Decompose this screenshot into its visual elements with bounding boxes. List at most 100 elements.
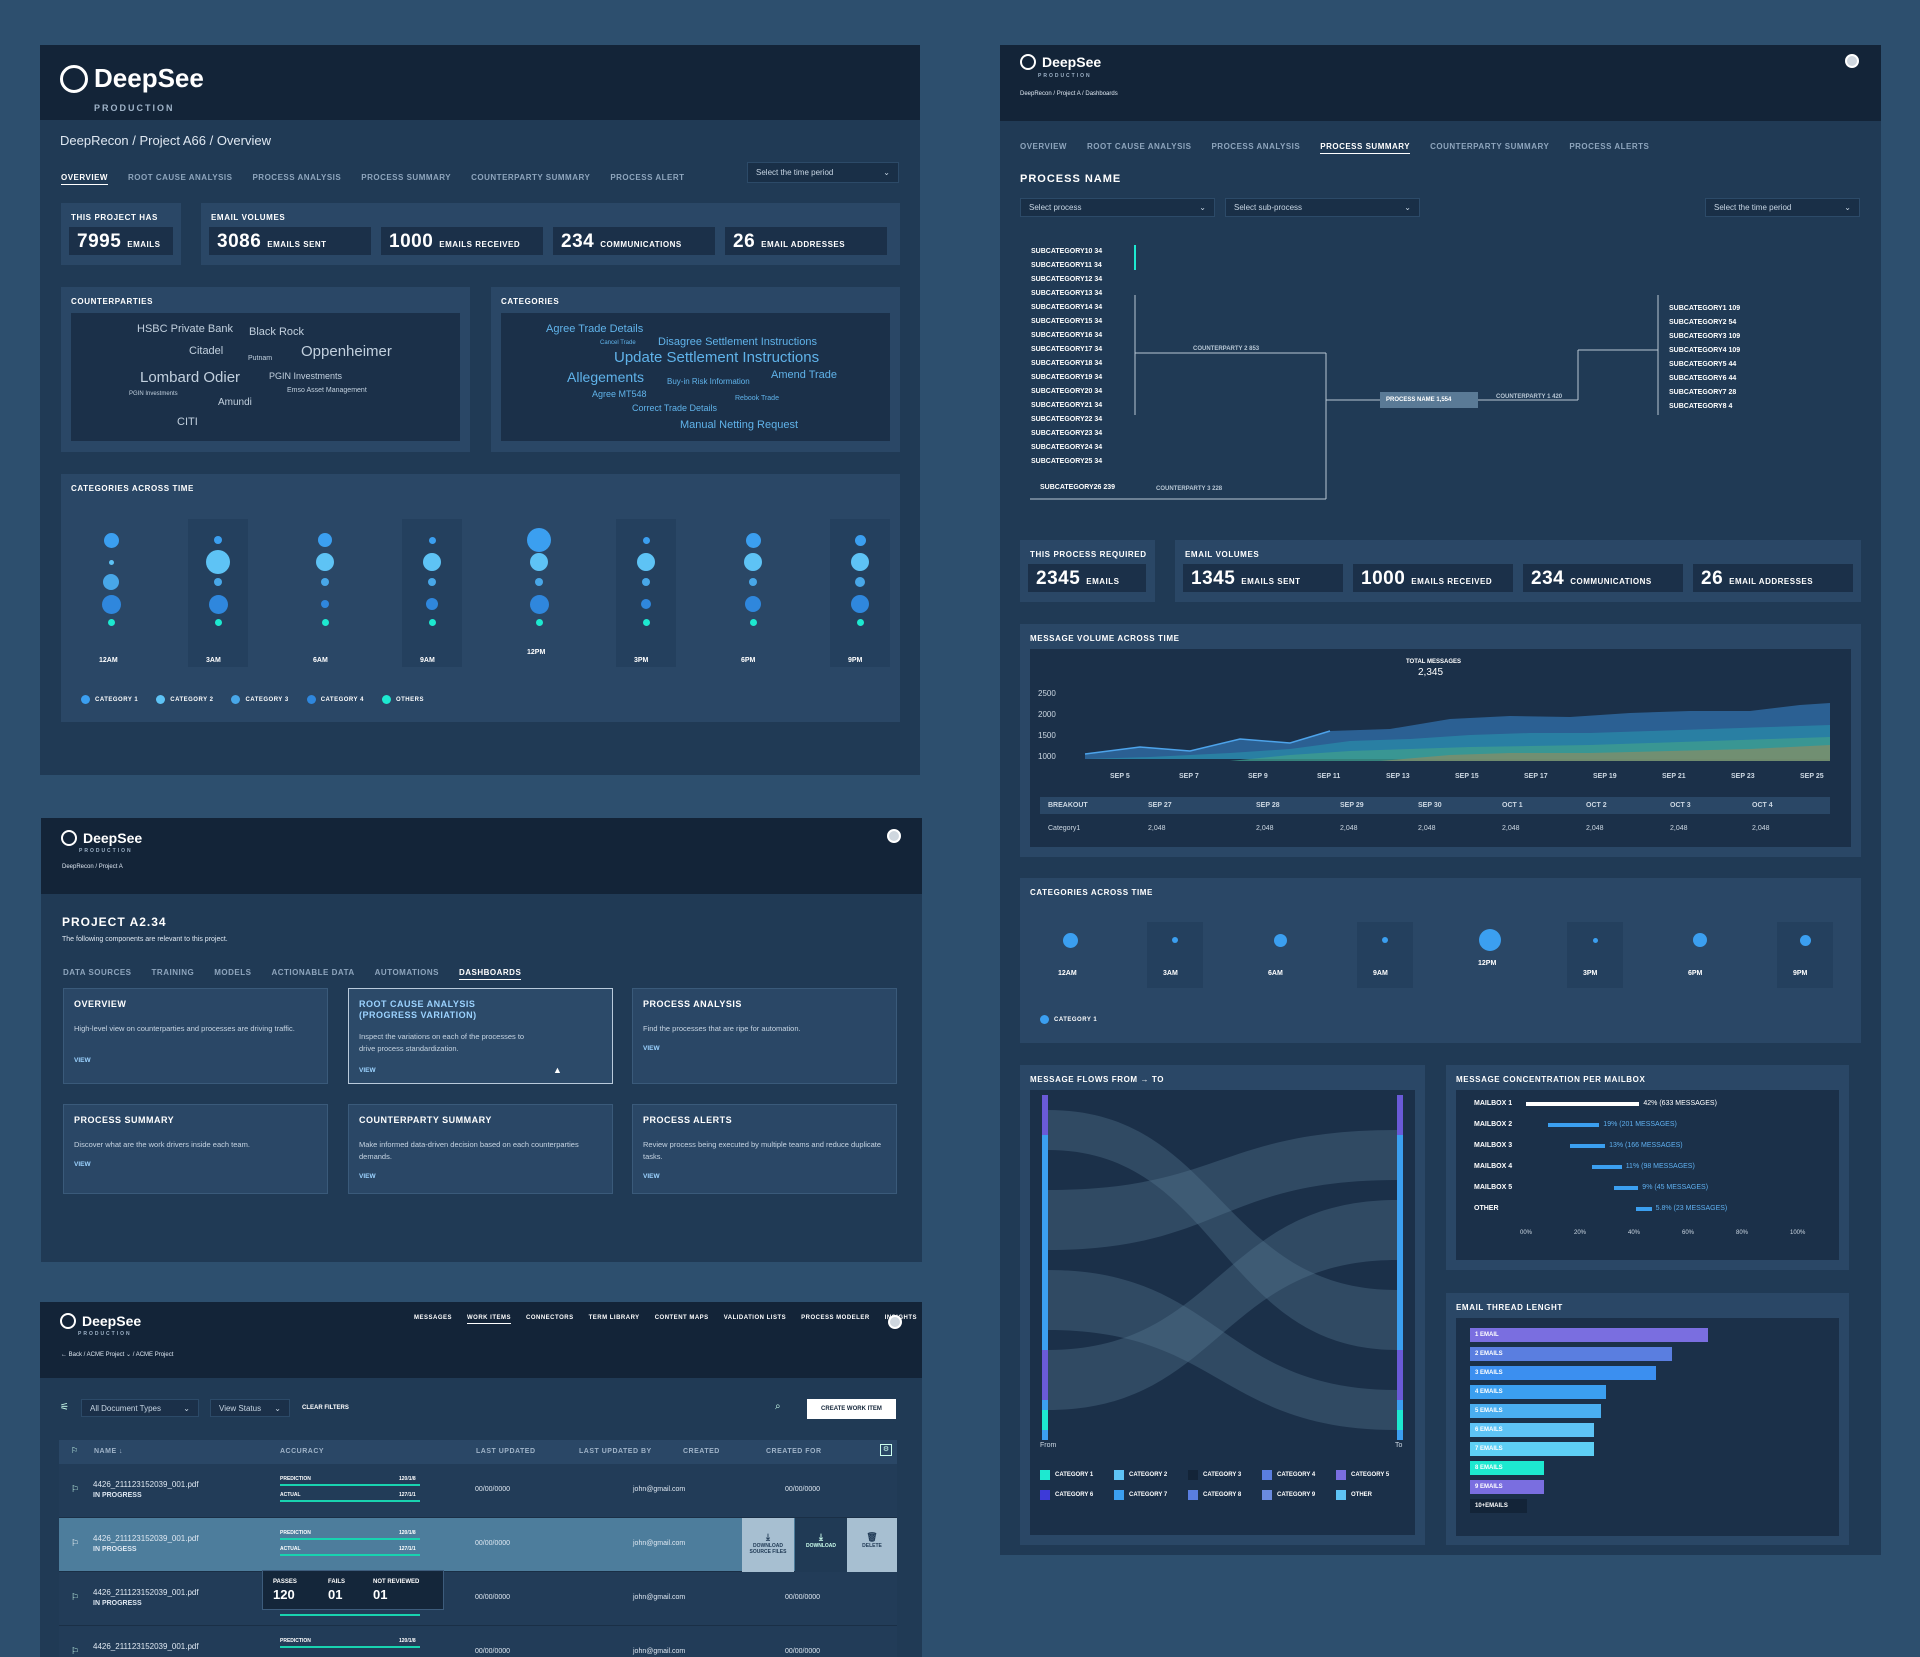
category-bubble[interactable] xyxy=(745,532,761,548)
subcategory-item[interactable]: SUBCATEGORY3 109 xyxy=(1669,333,1741,340)
thread-bar[interactable]: 6 EMAILS xyxy=(1470,1423,1594,1437)
col-created-for[interactable]: CREATED FOR xyxy=(766,1448,822,1455)
flag-icon[interactable]: ⚐ xyxy=(71,1484,80,1494)
subcategory-item[interactable]: SUBCATEGORY14 34 xyxy=(1031,304,1103,311)
category-bubble[interactable] xyxy=(535,618,543,626)
breadcrumb[interactable]: ← Back / ACME Project ⌄ / ACME Project xyxy=(61,1352,174,1358)
counterparty-word[interactable]: Lombard Odier xyxy=(140,369,241,386)
category-bubble[interactable] xyxy=(101,594,121,614)
category-bubble[interactable] xyxy=(321,600,329,608)
view-link[interactable]: VIEW xyxy=(359,1067,376,1074)
category-word[interactable]: Disagree Settlement Instructions xyxy=(658,336,817,348)
category-bubble[interactable] xyxy=(854,534,866,546)
subcategory-item[interactable]: SUBCATEGORY23 34 xyxy=(1031,430,1103,437)
row-filename[interactable]: 4426_211123152039_001.pdf xyxy=(93,1642,199,1651)
subcategory-item[interactable]: SUBCATEGORY18 34 xyxy=(1031,360,1103,367)
category-bubble[interactable] xyxy=(318,533,332,547)
nav-work-items[interactable]: WORK ITEMS xyxy=(467,1315,512,1324)
thread-bar[interactable]: 1 EMAIL xyxy=(1470,1328,1708,1342)
component-card-counterparty-summary[interactable]: COUNTERPARTY SUMMARY Make informed data-… xyxy=(348,1104,613,1194)
category-bubble[interactable] xyxy=(855,577,865,587)
subcategory-26[interactable]: SUBCATEGORY26 239 xyxy=(1040,484,1116,491)
category-bubble[interactable] xyxy=(1592,937,1598,943)
category-word[interactable]: Correct Trade Details xyxy=(632,403,718,413)
subcategory-item[interactable]: SUBCATEGORY2 54 xyxy=(1669,319,1737,326)
create-work-item-button[interactable]: CREATE WORK ITEM xyxy=(807,1399,896,1419)
subcategory-item[interactable]: SUBCATEGORY1 109 xyxy=(1669,305,1741,312)
subcategory-item[interactable]: SUBCATEGORY13 34 xyxy=(1031,290,1103,297)
category-word[interactable]: Cancel Trade xyxy=(600,340,636,346)
document-types-select[interactable]: All Document Types ⌄ xyxy=(81,1399,199,1417)
category-bubble[interactable] xyxy=(316,553,334,571)
col-accuracy[interactable]: ACCURACY xyxy=(280,1448,325,1455)
subcategory-item[interactable]: SUBCATEGORY8 4 xyxy=(1669,403,1733,410)
category-bubble[interactable] xyxy=(321,578,329,586)
user-avatar[interactable] xyxy=(887,829,901,843)
thread-bar[interactable]: 4 EMAILS xyxy=(1470,1385,1606,1399)
tab-root-cause[interactable]: ROOT CAUSE ANALYSIS xyxy=(127,173,233,182)
category-word[interactable]: Allegements xyxy=(567,369,645,385)
tab-counterparty-summary[interactable]: COUNTERPARTY SUMMARY xyxy=(471,173,591,182)
category-bubble[interactable] xyxy=(428,578,436,586)
view-link[interactable]: VIEW xyxy=(74,1057,91,1064)
thread-bar[interactable]: 3 EMAILS xyxy=(1470,1366,1656,1380)
clear-filters-button[interactable]: CLEAR FILTERS xyxy=(302,1405,349,1411)
nav-validation-lists[interactable]: VALIDATION LISTS xyxy=(723,1315,787,1321)
breadcrumb[interactable]: DeepRecon / Project A xyxy=(62,864,123,870)
component-card-process-summary[interactable]: PROCESS SUMMARY Discover what are the wo… xyxy=(63,1104,328,1194)
category-bubble[interactable] xyxy=(1693,933,1707,947)
download-source-files-button[interactable]: ⤓ DOWNLOAD SOURCE FILES xyxy=(742,1518,794,1572)
category-bubble[interactable] xyxy=(749,618,757,626)
category-bubble[interactable] xyxy=(214,578,222,586)
counterparty-word[interactable]: CITI xyxy=(177,416,198,428)
subcategory-item[interactable]: SUBCATEGORY17 34 xyxy=(1031,346,1103,353)
col-name[interactable]: NAME ↓ xyxy=(94,1448,124,1455)
category-bubble[interactable] xyxy=(856,618,864,626)
flag-icon[interactable]: ⚐ xyxy=(71,1592,80,1602)
category-bubble[interactable] xyxy=(744,553,762,571)
tab-overview[interactable]: OVERVIEW xyxy=(61,173,108,185)
col-last-updated[interactable]: LAST UPDATED xyxy=(476,1448,536,1455)
tab-process-summary[interactable]: PROCESS SUMMARY xyxy=(1320,142,1411,154)
component-card-process-alerts[interactable]: PROCESS ALERTS Review process being exec… xyxy=(632,1104,897,1194)
subcategory-item[interactable]: SUBCATEGORY7 28 xyxy=(1669,389,1737,396)
nav-content-maps[interactable]: CONTENT MAPS xyxy=(654,1315,709,1321)
nav-messages[interactable]: MESSAGES xyxy=(414,1315,453,1321)
view-link[interactable]: VIEW xyxy=(643,1173,660,1180)
category-bubble[interactable] xyxy=(423,553,441,571)
subcategory-item[interactable]: SUBCATEGORY6 44 xyxy=(1669,375,1737,382)
counterparty-word[interactable]: PGIN Investments xyxy=(129,391,178,397)
category-bubble[interactable] xyxy=(745,596,761,612)
tab-overview[interactable]: OVERVIEW xyxy=(1020,142,1067,151)
thread-bar[interactable]: 2 EMAILS xyxy=(1470,1347,1673,1361)
category-bubble[interactable] xyxy=(642,536,650,544)
category-bubble[interactable] xyxy=(426,598,438,610)
row-filename[interactable]: 4426_211123152039_001.pdf xyxy=(93,1588,199,1597)
category-bubble[interactable] xyxy=(428,536,436,544)
row-filename[interactable]: 4426_211123152039_001.pdf xyxy=(93,1534,199,1543)
mailbox-bar[interactable] xyxy=(1592,1165,1622,1169)
category-bubble[interactable] xyxy=(214,618,222,626)
category-bubble[interactable] xyxy=(1479,929,1501,951)
mailbox-bar[interactable] xyxy=(1548,1123,1600,1127)
search-icon[interactable]: ⌕ xyxy=(775,1401,781,1412)
category-bubble[interactable] xyxy=(1172,937,1178,943)
counterparty-word[interactable]: PGIN Investments xyxy=(269,371,343,381)
view-link[interactable]: VIEW xyxy=(643,1045,660,1052)
flag-icon[interactable]: ⚐ xyxy=(71,1538,80,1548)
category-bubble[interactable] xyxy=(1062,932,1078,948)
mailbox-bar[interactable] xyxy=(1526,1102,1640,1106)
tab-process-alerts[interactable]: PROCESS ALERTS xyxy=(1569,142,1650,151)
category-bubble[interactable] xyxy=(535,578,543,586)
category-bubble[interactable] xyxy=(1799,934,1811,946)
subcategory-item[interactable]: SUBCATEGORY24 34 xyxy=(1031,444,1103,451)
counterparty-word[interactable]: Putnam xyxy=(248,355,273,362)
counterparty-word[interactable]: HSBC Private Bank xyxy=(137,323,233,335)
tab-dashboards[interactable]: DASHBOARDS xyxy=(458,968,522,980)
category-word[interactable]: Buy-in Risk Information xyxy=(667,377,750,386)
table-row[interactable]: ⚐ 4426_211123152039_001.pdf IN PROGESS P… xyxy=(59,1518,897,1572)
nav-term-library[interactable]: TERM LIBRARY xyxy=(588,1315,640,1321)
tab-training[interactable]: TRAINING xyxy=(151,968,195,977)
category-bubble[interactable] xyxy=(642,618,650,626)
tab-root-cause[interactable]: ROOT CAUSE ANALYSIS xyxy=(1086,142,1192,151)
